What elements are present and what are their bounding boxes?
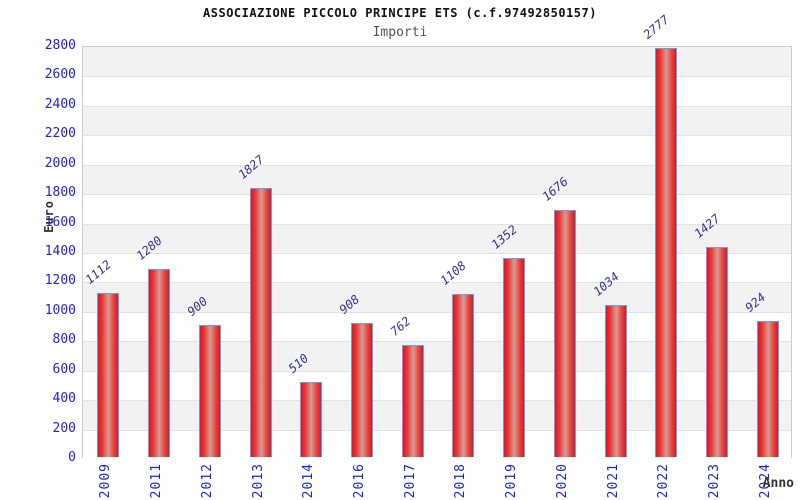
y-tick-label: 400 bbox=[52, 391, 76, 407]
x-tick-label: 2012 bbox=[199, 463, 215, 499]
x-tick-label: 2009 bbox=[98, 463, 114, 499]
y-tick-label: 800 bbox=[52, 332, 76, 348]
gridline bbox=[83, 400, 791, 402]
y-tick-label: 2600 bbox=[44, 67, 76, 83]
y-tick-label: 1400 bbox=[44, 244, 76, 259]
x-axis-title: Anno bbox=[762, 476, 794, 491]
bar-2020 bbox=[553, 210, 576, 457]
grid-band bbox=[83, 164, 791, 195]
grid-band bbox=[83, 311, 791, 342]
grid-band bbox=[83, 341, 791, 371]
bar-2011 bbox=[148, 268, 171, 457]
gridline bbox=[83, 370, 791, 372]
x-tick-label: 2017 bbox=[402, 463, 418, 499]
bar-2012 bbox=[198, 324, 221, 457]
gridline bbox=[83, 105, 791, 107]
y-tick-label: 1800 bbox=[44, 185, 76, 201]
y-tick-label: 200 bbox=[52, 420, 76, 436]
bar-2014 bbox=[300, 381, 323, 457]
grid-band bbox=[83, 105, 791, 136]
x-tick-label: 2018 bbox=[453, 463, 469, 499]
x-tick-label: 2013 bbox=[250, 463, 266, 499]
bar-2017 bbox=[401, 344, 424, 457]
chart-title: ASSOCIAZIONE PICCOLO PRINCIPE ETS (c.f.9… bbox=[203, 6, 597, 20]
y-axis-title: Euro bbox=[42, 200, 56, 233]
x-tick-label: 2019 bbox=[504, 463, 520, 499]
bar-2018 bbox=[452, 293, 475, 457]
gridline bbox=[83, 76, 791, 78]
bar-2022 bbox=[655, 48, 678, 457]
y-tick-label: 2800 bbox=[44, 38, 76, 53]
grid-band bbox=[83, 370, 791, 401]
y-tick-label: 2200 bbox=[44, 126, 76, 142]
y-tick-label: 1200 bbox=[44, 273, 76, 289]
chart-subtitle: Importi bbox=[372, 25, 428, 40]
bar-2009 bbox=[97, 293, 120, 457]
x-tick-label: 2020 bbox=[554, 463, 570, 499]
x-tick-label: 2022 bbox=[656, 463, 672, 499]
grid-band bbox=[83, 135, 791, 165]
gridline bbox=[83, 223, 791, 225]
bar-2021 bbox=[604, 304, 627, 457]
x-tick-label: 2023 bbox=[706, 463, 722, 499]
bar-2013 bbox=[249, 188, 272, 457]
gridline bbox=[83, 135, 791, 137]
gridline bbox=[83, 282, 791, 284]
x-tick-label: 2011 bbox=[149, 463, 165, 499]
gridline bbox=[83, 341, 791, 343]
x-tick-label: 2021 bbox=[605, 463, 621, 499]
grid-band bbox=[83, 223, 791, 253]
bar-2016 bbox=[350, 323, 373, 457]
y-tick-label: 1600 bbox=[44, 214, 76, 230]
y-tick-label: 2000 bbox=[44, 155, 76, 171]
bar-2023 bbox=[705, 247, 728, 457]
grid-band bbox=[83, 253, 791, 283]
bar-2019 bbox=[503, 258, 526, 457]
x-tick-label: 2016 bbox=[351, 463, 367, 499]
grid-band bbox=[83, 429, 791, 459]
gridline bbox=[83, 253, 791, 254]
bar-2024 bbox=[756, 321, 779, 457]
y-tick-label: 600 bbox=[52, 361, 76, 377]
y-tick-label: 2400 bbox=[44, 96, 76, 112]
x-tick-label: 2014 bbox=[301, 463, 317, 499]
grid-band bbox=[83, 47, 791, 77]
y-tick-label: 1000 bbox=[44, 302, 76, 318]
gridline bbox=[83, 194, 791, 196]
gridline bbox=[83, 164, 791, 166]
plot-area: 1112 1280 900 1827 510 908 762 1108 1352 1676 1034… bbox=[82, 13, 792, 459]
y-tick-label: 0 bbox=[68, 450, 76, 465]
grid-band bbox=[83, 76, 791, 106]
gridline bbox=[83, 429, 791, 431]
grid-band bbox=[83, 194, 791, 224]
gridline bbox=[83, 311, 791, 313]
grid-band bbox=[83, 400, 791, 430]
